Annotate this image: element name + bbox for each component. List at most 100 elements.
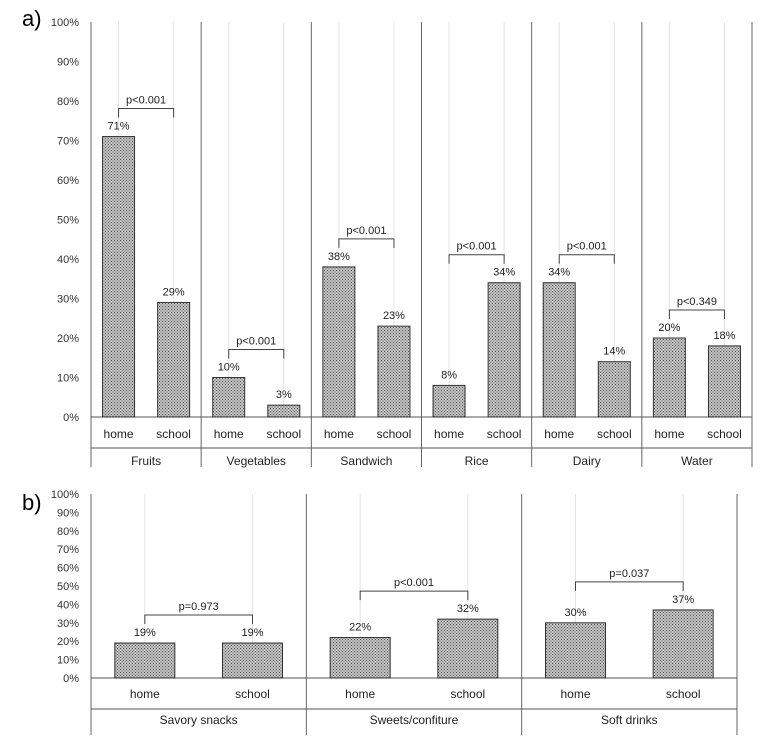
bar-a-5-0 — [652, 337, 686, 418]
data-label: 23% — [383, 310, 405, 322]
category-label: school — [597, 427, 632, 441]
category-label: home — [104, 427, 134, 441]
category-label: home — [434, 427, 464, 441]
data-label: 19% — [134, 627, 156, 639]
significance-bracket — [144, 614, 253, 625]
y-tick-label: 80% — [57, 96, 79, 108]
bar-b-0-1 — [222, 642, 283, 679]
category-label: home — [130, 687, 160, 701]
y-tick-label: 40% — [57, 254, 79, 266]
category-label: home — [214, 427, 244, 441]
y-tick-label: 30% — [57, 618, 79, 630]
y-tick-label: 0% — [63, 412, 79, 424]
group-label: Savory snacks — [160, 713, 238, 727]
p-value-label: p<0.001 — [394, 577, 434, 589]
bar-a-4-1 — [597, 361, 631, 418]
data-label: 10% — [218, 362, 240, 374]
p-value-label: p=0.037 — [609, 568, 649, 580]
category-label: school — [266, 427, 301, 441]
bar-b-1-1 — [437, 618, 499, 679]
p-value-label: p<0.001 — [457, 241, 497, 253]
bar-b-2-0 — [545, 622, 606, 679]
bar-a-2-0 — [322, 266, 356, 418]
category-label: home — [654, 427, 684, 441]
p-value-label: p<0.001 — [567, 241, 607, 253]
p-value-label: p<0.001 — [236, 336, 276, 348]
panel-b-label: b) — [22, 490, 42, 515]
y-tick-label: 60% — [57, 175, 79, 187]
category-label: school — [377, 427, 412, 441]
category-label: school — [487, 427, 522, 441]
data-label: 71% — [108, 121, 130, 133]
category-label: school — [666, 687, 701, 701]
bar-a-5-1 — [707, 345, 741, 418]
y-tick-label: 80% — [57, 526, 79, 538]
significance-bracket — [448, 254, 505, 264]
y-tick-label: 30% — [57, 294, 79, 306]
data-label: 14% — [603, 346, 625, 358]
bar-a-1-1 — [267, 404, 301, 418]
data-label: 19% — [241, 627, 263, 639]
data-label: 22% — [349, 622, 371, 634]
category-label: home — [324, 427, 354, 441]
y-tick-label: 0% — [63, 673, 79, 685]
category-label: home — [345, 687, 375, 701]
data-label: 18% — [713, 330, 735, 342]
y-tick-label: 70% — [57, 544, 79, 556]
panel-a-label: a) — [22, 6, 42, 31]
category-label: home — [544, 427, 574, 441]
y-tick-label: 100% — [51, 489, 79, 501]
significance-bracket — [338, 238, 395, 248]
data-label: 34% — [493, 267, 515, 279]
panel-b: b) 0% 10% 20% 30% 40% 50% 60% 70% 80% 90% 100% 19% h… — [22, 489, 738, 735]
y-tick-label: 70% — [57, 136, 79, 148]
bar-a-1-0 — [212, 377, 246, 418]
y-tick-label: 20% — [57, 333, 79, 345]
category-label: school — [707, 427, 742, 441]
data-label: 37% — [672, 594, 694, 606]
data-label: 29% — [163, 286, 185, 298]
y-tick-label: 60% — [57, 563, 79, 575]
group-label: Sweets/confiture — [370, 713, 459, 727]
y-tick-label: 40% — [57, 599, 79, 611]
p-value-label: p=0.973 — [179, 601, 219, 613]
y-tick-label: 10% — [57, 373, 79, 385]
data-label: 30% — [564, 607, 586, 619]
significance-bracket — [558, 254, 615, 264]
bar-b-1-0 — [329, 637, 391, 679]
bar-a-4-0 — [542, 282, 576, 418]
significance-bracket — [118, 108, 175, 118]
bar-a-2-1 — [377, 325, 411, 418]
bar-a-3-0 — [432, 384, 466, 418]
y-tick-label: 50% — [57, 215, 79, 227]
bar-a-3-1 — [487, 282, 521, 418]
y-tick-label: 50% — [57, 581, 79, 593]
bar-b-2-1 — [652, 609, 714, 679]
group-label: Rice — [465, 454, 489, 468]
group-label: Soft drinks — [601, 713, 658, 727]
category-label: school — [156, 427, 191, 441]
y-tick-label: 100% — [51, 17, 79, 29]
bar-b-0-0 — [114, 642, 176, 679]
data-label: 20% — [658, 322, 680, 334]
data-label: 34% — [548, 267, 570, 279]
y-tick-label: 90% — [57, 57, 79, 69]
y-tick-label: 10% — [57, 655, 79, 667]
data-label: 38% — [328, 251, 350, 263]
group-label: Dairy — [573, 454, 601, 468]
y-tick-label: 20% — [57, 636, 79, 648]
group-label: Sandwich — [340, 454, 392, 468]
p-value-label: p<0.001 — [346, 225, 386, 237]
panel-a: a) 0% 10% 20% 30% 40% 50% 60% 70% 80% 90% 100% 71% h… — [22, 6, 753, 468]
bar-a-0-1 — [157, 301, 191, 418]
bar-a-0-0 — [102, 136, 136, 418]
significance-bracket — [228, 349, 285, 359]
category-label: home — [560, 687, 590, 701]
group-label: Vegetables — [227, 454, 286, 468]
data-label: 8% — [441, 369, 457, 381]
significance-bracket — [668, 309, 725, 319]
category-label: school — [235, 687, 270, 701]
group-label: Fruits — [131, 454, 161, 468]
data-label: 32% — [457, 603, 479, 615]
significance-bracket — [575, 581, 684, 591]
